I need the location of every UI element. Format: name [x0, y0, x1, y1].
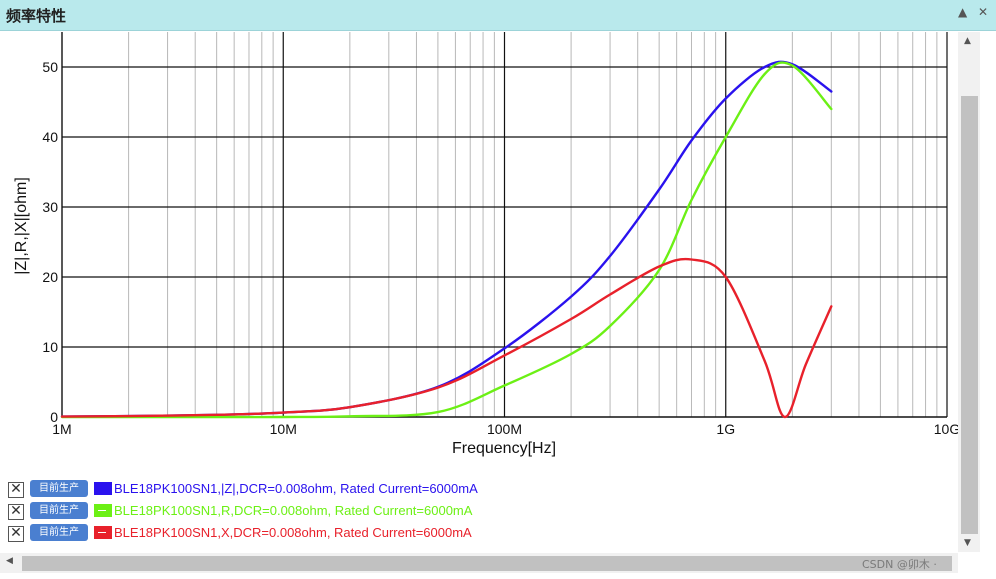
window-title: 频率特性 [6, 7, 67, 25]
minor-grid [128, 32, 938, 417]
remove-checkbox[interactable]: ✕ [8, 504, 24, 520]
scroll-down-icon[interactable]: ▼ [964, 538, 971, 548]
status-badge[interactable]: 目前生产 [30, 524, 88, 541]
window-title-bar: 频率特性 ▲ ✕ [0, 0, 996, 31]
x-tick-label: 10G [934, 421, 958, 437]
legend-label: BLE18PK100SN1,R,DCR=0.008ohm, Rated Curr… [114, 503, 473, 518]
scroll-left-icon[interactable]: ◀ [6, 556, 13, 566]
y-tick-label: 10 [42, 339, 58, 355]
y-tick-label: 20 [42, 269, 58, 285]
vertical-scroll-thumb[interactable] [961, 96, 978, 534]
close-icon[interactable]: ✕ [978, 5, 989, 19]
y-tick-label: 30 [42, 199, 58, 215]
x-tick-label: 1M [52, 421, 71, 437]
x-tick-label: 10M [270, 421, 297, 437]
scroll-up-icon[interactable]: ▲ [964, 36, 971, 46]
remove-checkbox[interactable]: ✕ [8, 526, 24, 542]
series-r-line [60, 61, 833, 419]
horizontal-scroll-thumb[interactable] [22, 556, 952, 571]
status-badge[interactable]: 目前生产 [30, 502, 88, 519]
x-axis-label: Frequency[Hz] [452, 440, 556, 457]
collapse-icon[interactable]: ▲ [958, 5, 968, 19]
series-x-line [60, 257, 833, 419]
y-tick-label: 40 [42, 129, 58, 145]
legend-label: BLE18PK100SN1,|Z|,DCR=0.008ohm, Rated Cu… [114, 481, 478, 496]
legend-swatch-dash [98, 532, 106, 533]
legend-item: ✕ 目前生产 BLE18PK100SN1,|Z|,DCR=0.008ohm, R… [8, 480, 608, 500]
legend-item: ✕ 目前生产 BLE18PK100SN1,X,DCR=0.008ohm, Rat… [8, 524, 608, 544]
x-tick-label: 1G [716, 421, 735, 437]
y-axis-label: |Z|,R,|X|[ohm] [13, 177, 30, 275]
legend-swatch [94, 482, 112, 495]
x-tick-label: 100M [487, 421, 522, 437]
status-badge[interactable]: 目前生产 [30, 480, 88, 497]
series-layer [60, 60, 833, 419]
y-tick-label: 0 [50, 409, 58, 425]
remove-checkbox[interactable]: ✕ [8, 482, 24, 498]
legend-label: BLE18PK100SN1,X,DCR=0.008ohm, Rated Curr… [114, 525, 472, 540]
legend-swatch-dash [98, 510, 106, 511]
legend-item: ✕ 目前生产 BLE18PK100SN1,R,DCR=0.008ohm, Rat… [8, 502, 608, 522]
watermark: CSDN @卯木 · [862, 558, 937, 571]
tick-labels: 1M 10M 100M 1G 10G 0 10 20 30 40 50 [42, 59, 958, 437]
y-tick-label: 50 [42, 59, 58, 75]
